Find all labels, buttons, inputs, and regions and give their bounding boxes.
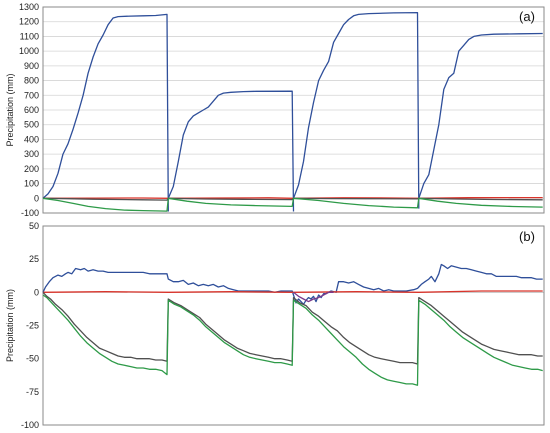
panel-a-chart: -100 0 100 200 300 400 500 600 700 800 900 1000 1100… xyxy=(5,2,545,218)
y-tick-label: 900 xyxy=(24,61,39,71)
y-axis-label: Precipitation (mm) xyxy=(5,289,15,362)
panel-b-chart: -100 -75 -50 -25 0 25 50 Precipitation (mm) (b) xyxy=(5,221,545,430)
y-tick-label: 200 xyxy=(24,164,39,174)
y-tick-label: 100 xyxy=(24,179,39,189)
series-line-5 xyxy=(42,294,543,386)
y-tick-label: 1000 xyxy=(19,46,39,56)
series-line-4 xyxy=(42,197,543,212)
series-line-3 xyxy=(42,197,543,201)
y-tick-label: 1300 xyxy=(19,2,39,12)
plot-frame xyxy=(42,6,545,214)
y-tick-label: -100 xyxy=(21,420,39,430)
y-tick-label: -50 xyxy=(26,354,39,364)
y-tick-label: 500 xyxy=(24,120,39,130)
y-tick-label: 0 xyxy=(34,287,39,297)
y-tick-label: 700 xyxy=(24,90,39,100)
y-tick-label: 25 xyxy=(29,254,39,264)
y-tick-label: 600 xyxy=(24,105,39,115)
y-tick-label: 300 xyxy=(24,149,39,159)
y-tick-label: -25 xyxy=(26,321,39,331)
y-tick-label: -100 xyxy=(21,208,39,218)
series-line-1 xyxy=(167,90,295,212)
y-axis-label: Precipitation (mm) xyxy=(5,73,15,146)
series-line-3 xyxy=(293,291,334,303)
y-tick-label: 1200 xyxy=(19,17,39,27)
y-tick-label: 50 xyxy=(29,221,39,231)
series-line-1 xyxy=(292,11,420,209)
y-tick-label: 800 xyxy=(24,76,39,86)
y-tick-label: 400 xyxy=(24,134,39,144)
panel-label: (a) xyxy=(519,9,535,24)
y-tick-label: 0 xyxy=(34,193,39,203)
panel-label: (b) xyxy=(519,229,535,244)
plot-frame xyxy=(42,225,545,426)
y-tick-label: 1100 xyxy=(20,31,39,41)
y-tick-label: -75 xyxy=(26,387,39,397)
series-line-1 xyxy=(418,32,543,199)
series-line-1 xyxy=(42,13,169,212)
